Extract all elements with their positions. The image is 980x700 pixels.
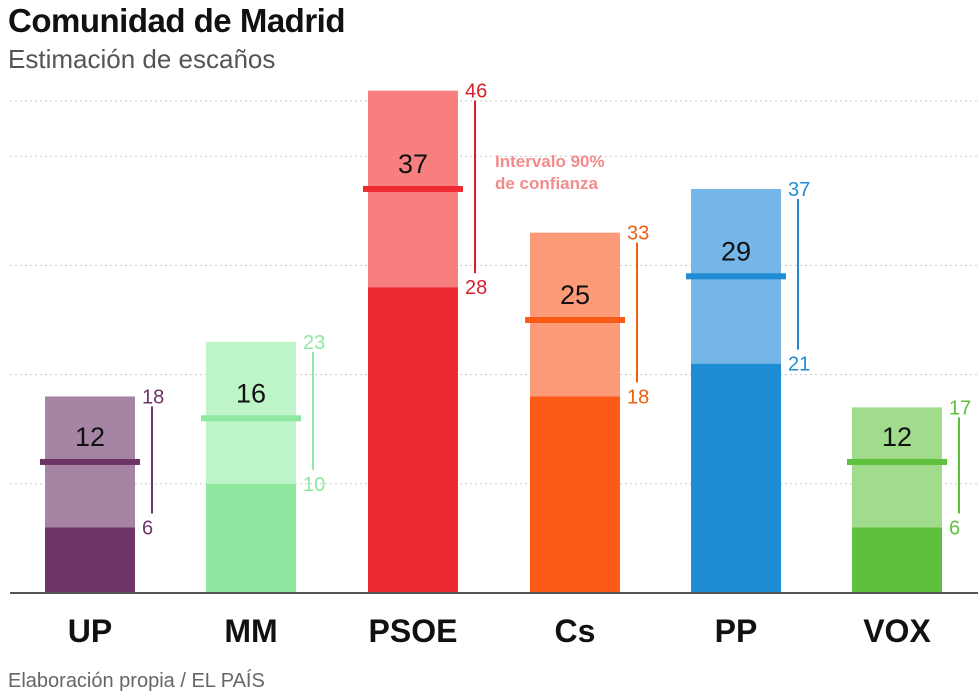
estimate-marker bbox=[686, 273, 786, 280]
interval-high-label: 37 bbox=[788, 179, 810, 201]
category-label: PSOE bbox=[369, 613, 458, 649]
bar-lower bbox=[530, 396, 620, 593]
interval-high-label: 17 bbox=[949, 397, 971, 419]
interval-annotation-line2: de confianza bbox=[495, 174, 599, 193]
estimate-marker bbox=[201, 415, 301, 422]
chart-title: Comunidad de Madrid bbox=[8, 2, 346, 39]
estimate-marker bbox=[525, 317, 625, 323]
estimate-label: 12 bbox=[882, 422, 912, 452]
bar-interval bbox=[530, 232, 620, 397]
estimate-label: 25 bbox=[560, 280, 590, 310]
bar-interval bbox=[206, 341, 296, 484]
source-credit: Elaboración propia / EL PAÍS bbox=[8, 670, 265, 692]
bar-lower bbox=[368, 287, 458, 593]
estimate-label: 37 bbox=[398, 149, 428, 179]
estimate-marker bbox=[40, 458, 140, 465]
category-label: VOX bbox=[863, 613, 931, 649]
interval-low-label: 6 bbox=[949, 517, 960, 539]
estimate-label: 29 bbox=[721, 236, 751, 266]
interval-high-label: 33 bbox=[627, 223, 649, 245]
estimate-label: 12 bbox=[75, 422, 105, 452]
bar-lower bbox=[852, 527, 942, 593]
interval-low-label: 10 bbox=[303, 474, 325, 496]
interval-low-label: 28 bbox=[465, 277, 487, 299]
interval-low-label: 18 bbox=[627, 386, 649, 408]
seat-estimate-chart: 12 18 6 UP 16 23 10 MM 37 46 28 PSOE 25 33 18 Cs 29 37 21 P… bbox=[10, 81, 978, 649]
interval-annotation-line1: Intervalo 90% bbox=[495, 152, 605, 171]
bar-interval bbox=[852, 407, 942, 528]
interval-low-label: 21 bbox=[788, 354, 810, 376]
interval-low-label: 6 bbox=[142, 517, 153, 539]
category-label: PP bbox=[715, 613, 758, 649]
category-label: MM bbox=[224, 613, 277, 649]
bar-lower bbox=[45, 527, 135, 593]
chart-subtitle: Estimación de escaños bbox=[8, 44, 276, 74]
bar-lower bbox=[691, 363, 781, 593]
bar-lower bbox=[206, 483, 296, 593]
category-label: UP bbox=[68, 613, 112, 649]
interval-high-label: 18 bbox=[142, 386, 164, 408]
interval-high-label: 46 bbox=[465, 81, 487, 103]
estimate-label: 16 bbox=[236, 378, 266, 408]
interval-high-label: 23 bbox=[303, 332, 325, 354]
estimate-marker bbox=[847, 458, 947, 465]
category-label: Cs bbox=[555, 613, 596, 649]
estimate-marker bbox=[363, 185, 463, 192]
